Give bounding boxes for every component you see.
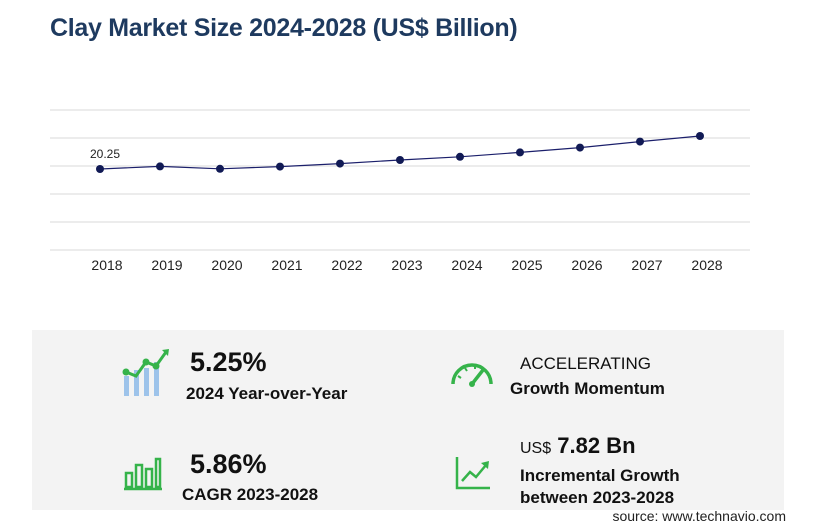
cagr-label: CAGR 2023-2028 xyxy=(182,485,319,504)
data-point-2025 xyxy=(516,148,524,157)
kpi-panel xyxy=(32,330,784,510)
data-point-2021 xyxy=(276,162,284,171)
momentum-label: Growth Momentum xyxy=(510,379,665,398)
x-tick-2019: 2019 xyxy=(151,257,182,273)
data-point-2028 xyxy=(696,132,704,140)
series-line-layer xyxy=(99,135,701,170)
incremental-value: US$ 7.82 Bn xyxy=(520,433,636,459)
x-tick-2022: 2022 xyxy=(331,257,362,273)
yoy-label: 2024 Year-over-Year xyxy=(186,384,348,403)
source-credit: source: www.technavio.com xyxy=(612,508,786,524)
data-point-2019 xyxy=(156,162,164,171)
x-tick-2021: 2021 xyxy=(271,257,302,273)
speedometer-icon xyxy=(451,363,493,387)
incremental-label-line1: Incremental Growth xyxy=(520,466,680,485)
data-point-2023 xyxy=(396,156,404,164)
data-label-2018: 20.25 xyxy=(90,147,120,161)
data-points xyxy=(96,132,704,173)
data-labels: 20.25 xyxy=(90,147,120,161)
grid-lines xyxy=(50,109,750,251)
x-tick-2025: 2025 xyxy=(511,257,542,273)
data-point-2027 xyxy=(636,137,644,146)
incremental-amount: 7.82 Bn xyxy=(557,433,636,458)
incremental-unit: US$ xyxy=(520,440,552,457)
x-axis-ticks: 2018 2019 2020 2021 2022 2023 2024 2025 2026 2027… xyxy=(91,257,722,273)
cagr-value: 5.86% xyxy=(190,449,267,479)
x-tick-2027: 2027 xyxy=(631,257,662,273)
bar-growth-icon xyxy=(122,349,169,396)
x-tick-2028: 2028 xyxy=(691,257,722,273)
x-tick-2018: 2018 xyxy=(91,257,122,273)
yoy-value: 5.25% xyxy=(190,347,267,377)
data-point-2024 xyxy=(456,152,464,161)
x-tick-2020: 2020 xyxy=(211,257,242,273)
chart-title: Clay Market Size 2024-2028 (US$ Billion) xyxy=(50,14,518,42)
data-point-2022 xyxy=(336,159,344,168)
line-chart: 20.25 2018 2019 2020 2021 2022 2023 2024 2025 20… xyxy=(50,109,750,273)
bar-chart-icon xyxy=(124,457,162,491)
data-point-2026 xyxy=(576,143,584,152)
data-point-2018 xyxy=(96,165,104,173)
trend-up-icon xyxy=(455,457,490,490)
x-tick-2023: 2023 xyxy=(391,257,422,273)
incremental-label-line2: between 2023-2028 xyxy=(520,488,675,507)
x-tick-2024: 2024 xyxy=(451,257,482,273)
x-tick-2026: 2026 xyxy=(571,257,602,273)
momentum-value: ACCELERATING xyxy=(520,354,651,373)
series-line xyxy=(99,135,701,170)
data-point-2020 xyxy=(216,164,224,173)
